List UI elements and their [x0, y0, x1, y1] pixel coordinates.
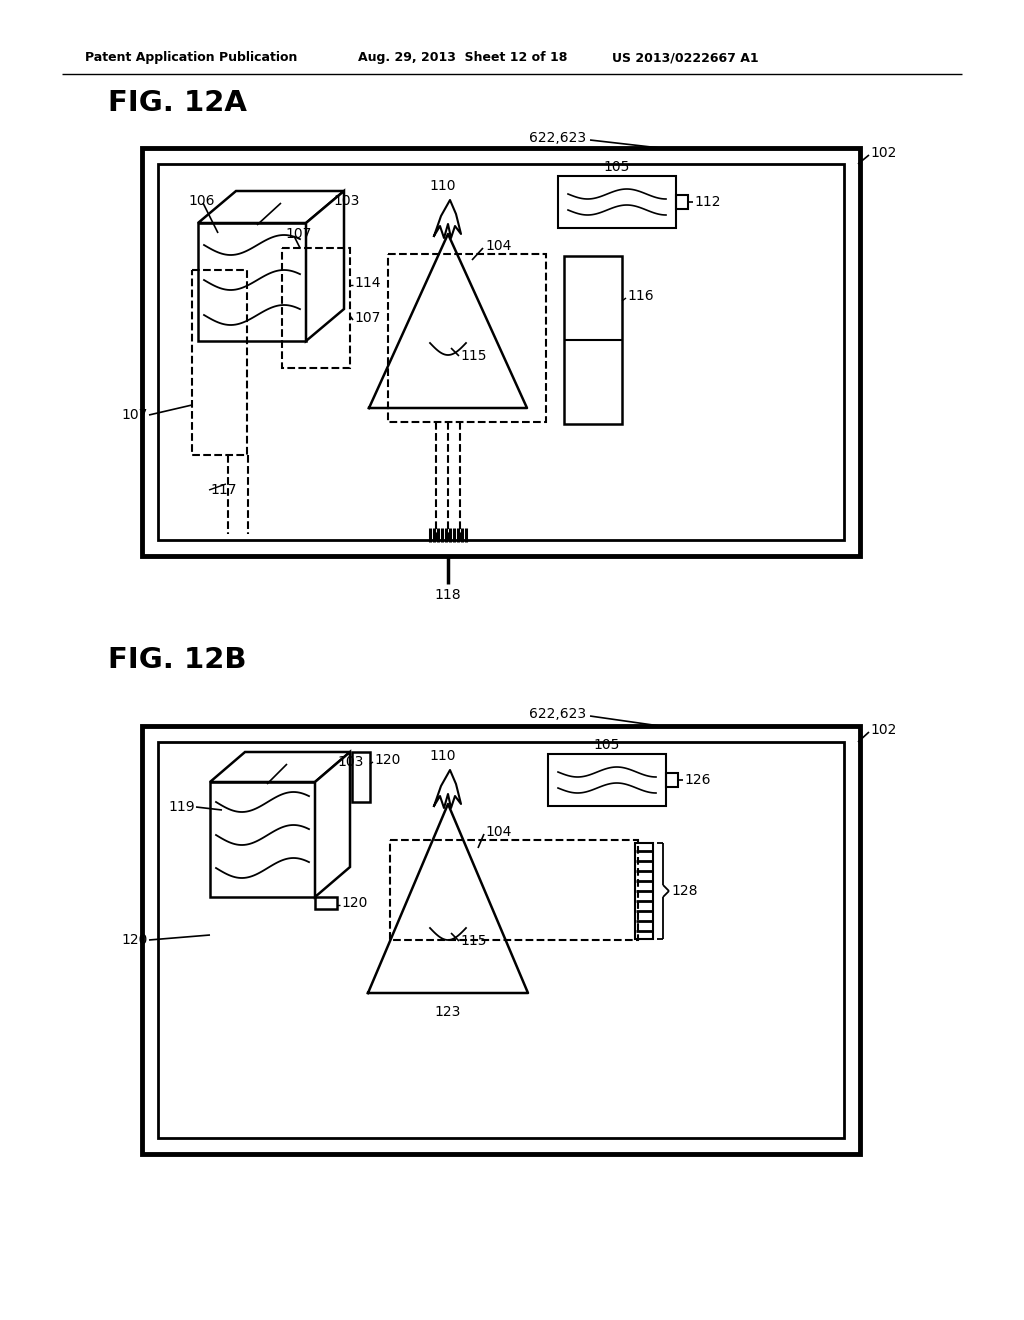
Text: 120: 120: [122, 933, 148, 946]
Bar: [142, 726, 860, 1154]
Bar: [282, 248, 350, 368]
Text: FIG. 12A: FIG. 12A: [108, 88, 247, 117]
Polygon shape: [198, 191, 344, 223]
Text: 126: 126: [684, 774, 711, 787]
Text: 106: 106: [188, 194, 214, 209]
Text: 110: 110: [430, 748, 457, 763]
Text: 107: 107: [122, 408, 148, 422]
Bar: [558, 176, 676, 228]
Text: 103: 103: [337, 755, 364, 770]
Bar: [548, 754, 666, 807]
Text: 116: 116: [627, 289, 653, 304]
Text: 622,623: 622,623: [529, 131, 587, 145]
Bar: [388, 253, 546, 422]
Text: 110: 110: [430, 180, 457, 193]
Polygon shape: [315, 752, 350, 898]
Text: 114: 114: [354, 276, 381, 290]
Bar: [676, 195, 688, 209]
Text: 119: 119: [168, 800, 195, 814]
Text: 115: 115: [460, 348, 486, 363]
Text: 105: 105: [594, 738, 621, 752]
Bar: [666, 774, 678, 787]
Polygon shape: [210, 752, 350, 781]
Text: 123: 123: [435, 1005, 461, 1019]
Bar: [315, 898, 337, 909]
Text: 622,623: 622,623: [529, 708, 587, 721]
Text: Patent Application Publication: Patent Application Publication: [85, 51, 297, 65]
Bar: [635, 843, 653, 939]
Bar: [198, 223, 306, 341]
Text: 102: 102: [870, 723, 896, 737]
Text: 112: 112: [694, 195, 721, 209]
Text: 103: 103: [333, 194, 359, 209]
Bar: [158, 742, 844, 1138]
Text: 107: 107: [285, 227, 311, 242]
Text: 115: 115: [460, 935, 486, 948]
Text: FIG. 12B: FIG. 12B: [108, 645, 247, 675]
Bar: [193, 271, 247, 455]
Bar: [352, 752, 370, 803]
Bar: [210, 781, 315, 898]
Text: 118: 118: [434, 587, 462, 602]
Text: 128: 128: [671, 884, 697, 898]
Text: 105: 105: [604, 160, 630, 174]
Text: 104: 104: [485, 239, 511, 253]
Text: 104: 104: [485, 825, 511, 840]
Polygon shape: [306, 191, 344, 341]
Bar: [390, 840, 638, 940]
Bar: [158, 164, 844, 540]
Bar: [564, 256, 622, 424]
Text: 107: 107: [354, 312, 380, 325]
Bar: [142, 148, 860, 556]
Text: Aug. 29, 2013  Sheet 12 of 18: Aug. 29, 2013 Sheet 12 of 18: [358, 51, 567, 65]
Text: 120: 120: [341, 896, 368, 909]
Bar: [198, 223, 306, 341]
Text: US 2013/0222667 A1: US 2013/0222667 A1: [612, 51, 759, 65]
Text: 117: 117: [210, 483, 237, 498]
Text: 120: 120: [374, 752, 400, 767]
Text: 102: 102: [870, 147, 896, 160]
